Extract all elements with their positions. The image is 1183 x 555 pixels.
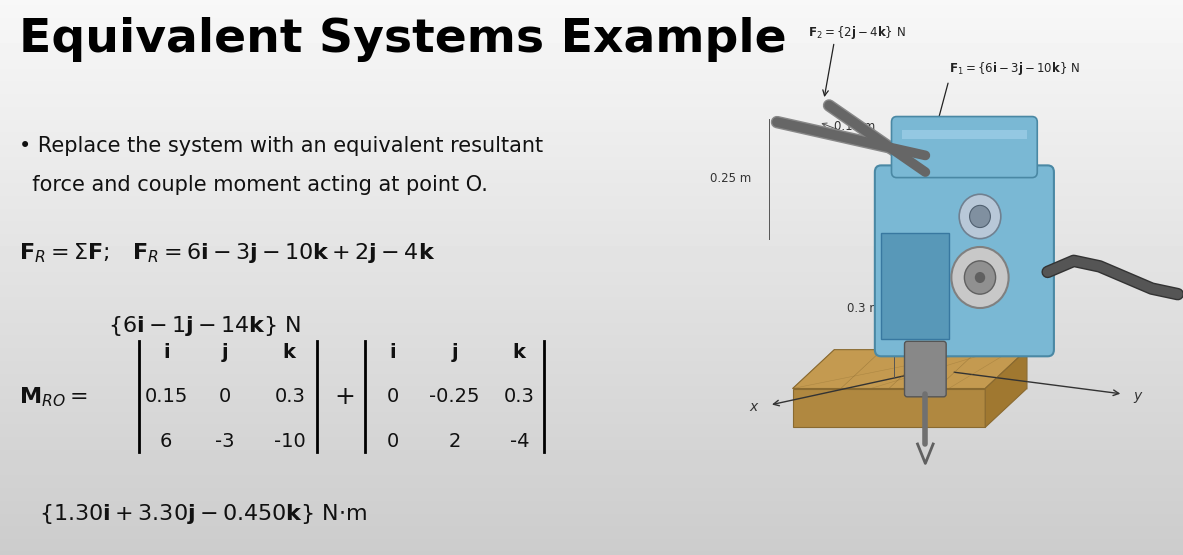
Text: 0: 0 [387,432,399,451]
Polygon shape [793,388,985,427]
Text: $\mathbf{F}_R = 6\mathbf{i} - 3\mathbf{j} - 10\mathbf{k} + 2\mathbf{j} - 4\mathb: $\mathbf{F}_R = 6\mathbf{i} - 3\mathbf{j… [131,241,435,265]
FancyBboxPatch shape [892,117,1037,178]
Circle shape [951,247,1009,308]
Text: -10: -10 [273,432,305,451]
Text: 0: 0 [387,387,399,406]
Text: $\mathbf{k}$: $\mathbf{k}$ [282,343,297,362]
Circle shape [959,194,1001,239]
Text: 0.15 m: 0.15 m [834,120,875,133]
Text: 0.25 m: 0.25 m [710,173,751,185]
Circle shape [964,261,996,294]
Polygon shape [793,350,1027,388]
Polygon shape [881,233,949,339]
Text: $\mathbf{F}_2 = \{2\mathbf{j} - 4\mathbf{k}\}$ N: $\mathbf{F}_2 = \{2\mathbf{j} - 4\mathbf… [808,24,906,41]
Text: 0.3 m: 0.3 m [847,301,881,315]
Text: x: x [750,400,757,413]
Text: $\{1.30\mathbf{i} + 3.30\mathbf{j} - 0.450\mathbf{k}\}$ N$\cdot$m: $\{1.30\mathbf{i} + 3.30\mathbf{j} - 0.4… [39,502,368,526]
Text: -3: -3 [215,432,234,451]
Text: $\mathbf{i}$: $\mathbf{i}$ [389,343,396,362]
Text: 0.3: 0.3 [274,387,305,406]
Text: z: z [931,117,938,130]
Text: O: O [933,370,943,383]
Text: -4: -4 [510,432,529,451]
Text: $\mathbf{M}_{RO} =$: $\mathbf{M}_{RO} =$ [19,385,88,408]
Circle shape [975,272,985,283]
Text: $\mathbf{F}_1 = \{6\mathbf{i} - 3\mathbf{j} - 10\mathbf{k}\}$ N: $\mathbf{F}_1 = \{6\mathbf{i} - 3\mathbf… [949,60,1080,77]
Text: Equivalent Systems Example: Equivalent Systems Example [19,17,787,62]
Text: $\{6\mathbf{i} - 1\mathbf{j} - 14\mathbf{k}\}$ N: $\{6\mathbf{i} - 1\mathbf{j} - 14\mathbf… [108,314,300,337]
Text: y: y [1133,388,1142,402]
Polygon shape [901,130,1027,139]
Text: • Replace the system with an equivalent resultant: • Replace the system with an equivalent … [19,136,543,156]
Text: 2: 2 [448,432,460,451]
Text: $\mathbf{k}$: $\mathbf{k}$ [512,343,528,362]
Text: 0.15: 0.15 [144,387,188,406]
Circle shape [970,205,990,228]
Text: $\mathbf{i}$: $\mathbf{i}$ [163,343,169,362]
Text: force and couple moment acting at point O.: force and couple moment acting at point … [19,175,487,195]
FancyBboxPatch shape [905,341,946,397]
Text: 0.3: 0.3 [504,387,535,406]
Text: $\mathbf{j}$: $\mathbf{j}$ [221,341,228,364]
FancyBboxPatch shape [875,165,1054,356]
Text: 0: 0 [219,387,231,406]
Text: $\mathbf{F}_R = \Sigma\mathbf{F};$: $\mathbf{F}_R = \Sigma\mathbf{F};$ [19,241,109,265]
Polygon shape [985,350,1027,427]
Text: $\mathbf{j}$: $\mathbf{j}$ [451,341,458,364]
Text: -0.25: -0.25 [429,387,479,406]
Text: +: + [334,385,355,409]
Text: 6: 6 [160,432,173,451]
